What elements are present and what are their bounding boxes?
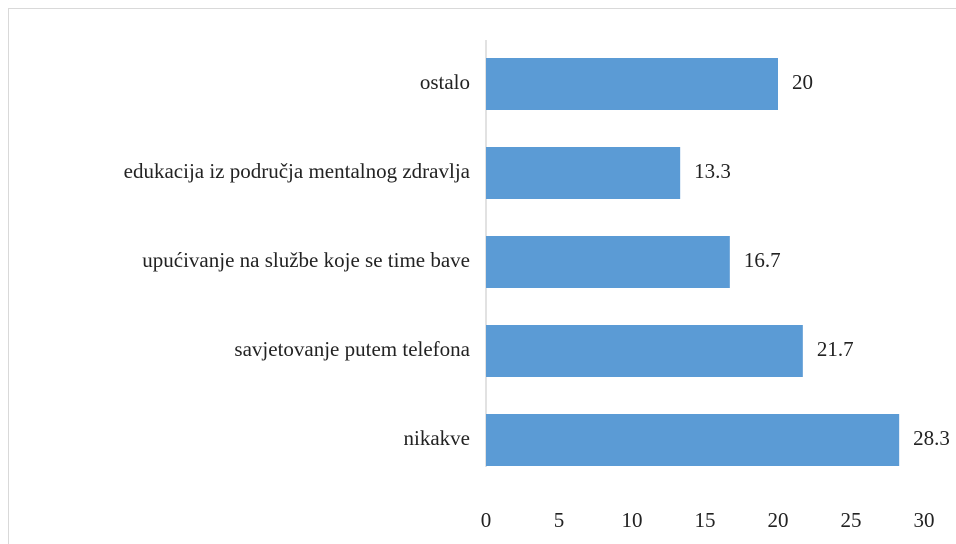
x-tick-label: 25: [841, 508, 862, 532]
x-tick-label: 30: [914, 508, 935, 532]
data-label: 13.3: [694, 159, 731, 183]
x-tick-label: 5: [554, 508, 565, 532]
x-tick-label: 15: [695, 508, 716, 532]
data-label: 16.7: [744, 248, 781, 272]
y-tick-label: ostalo: [420, 70, 470, 94]
bar: [486, 58, 778, 110]
x-tick-label: 10: [622, 508, 643, 532]
data-label: 20: [792, 70, 813, 94]
data-label: 28.3: [913, 426, 950, 450]
bar: [486, 236, 730, 288]
chart-border: [8, 8, 956, 544]
data-label: 21.7: [817, 337, 854, 361]
y-tick-label: nikakve: [404, 426, 470, 450]
bar: [486, 147, 681, 199]
bar: [486, 325, 803, 377]
x-tick-label: 20: [768, 508, 789, 532]
y-tick-label: upućivanje na službe koje se time bave: [142, 248, 470, 272]
y-tick-label: savjetovanje putem telefona: [234, 337, 470, 361]
bar: [486, 414, 900, 466]
y-tick-label: edukacija iz područja mentalnog zdravlja: [124, 159, 471, 183]
x-tick-label: 0: [481, 508, 492, 532]
